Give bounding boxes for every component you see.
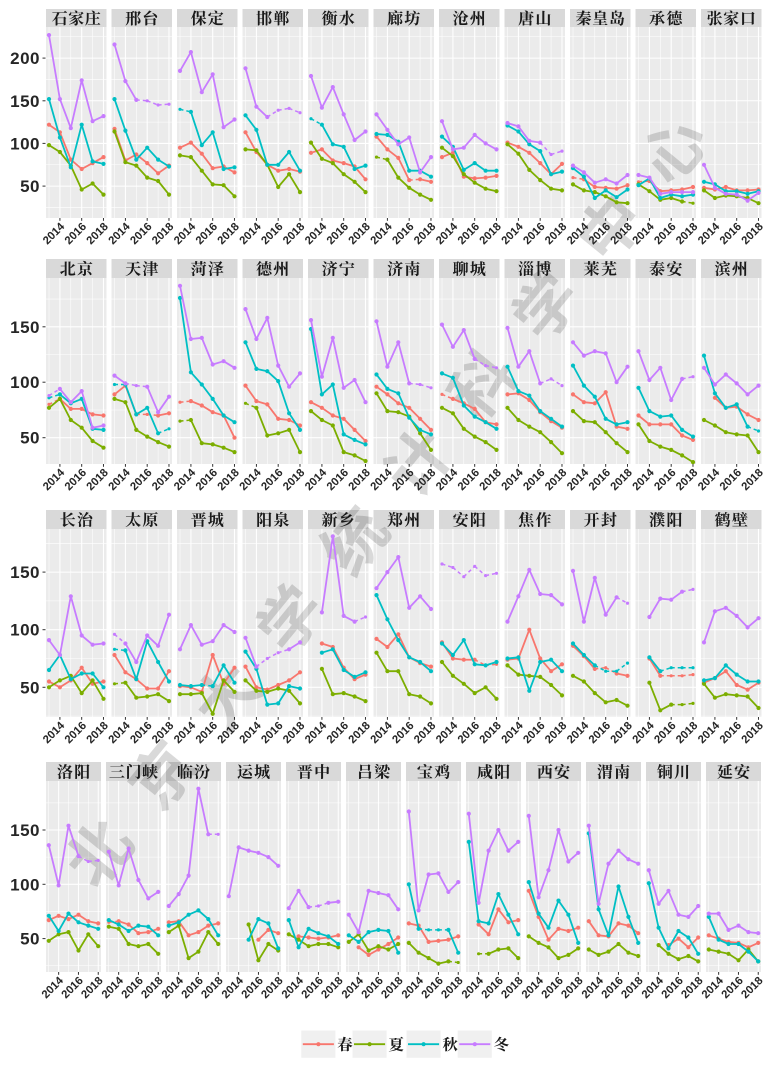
svg-text:150: 150 bbox=[10, 92, 40, 111]
svg-text:100: 100 bbox=[10, 373, 40, 392]
svg-text:150: 150 bbox=[10, 318, 40, 337]
svg-text:150: 150 bbox=[10, 563, 40, 582]
svg-text:100: 100 bbox=[10, 134, 40, 153]
svg-text:150: 150 bbox=[10, 821, 40, 840]
svg-text:50: 50 bbox=[20, 429, 40, 448]
svg-text:50: 50 bbox=[20, 177, 40, 196]
svg-text:100: 100 bbox=[10, 621, 40, 640]
svg-text:100: 100 bbox=[10, 875, 40, 894]
svg-text:50: 50 bbox=[20, 678, 40, 697]
svg-text:200: 200 bbox=[10, 49, 40, 68]
svg-text:50: 50 bbox=[20, 930, 40, 949]
